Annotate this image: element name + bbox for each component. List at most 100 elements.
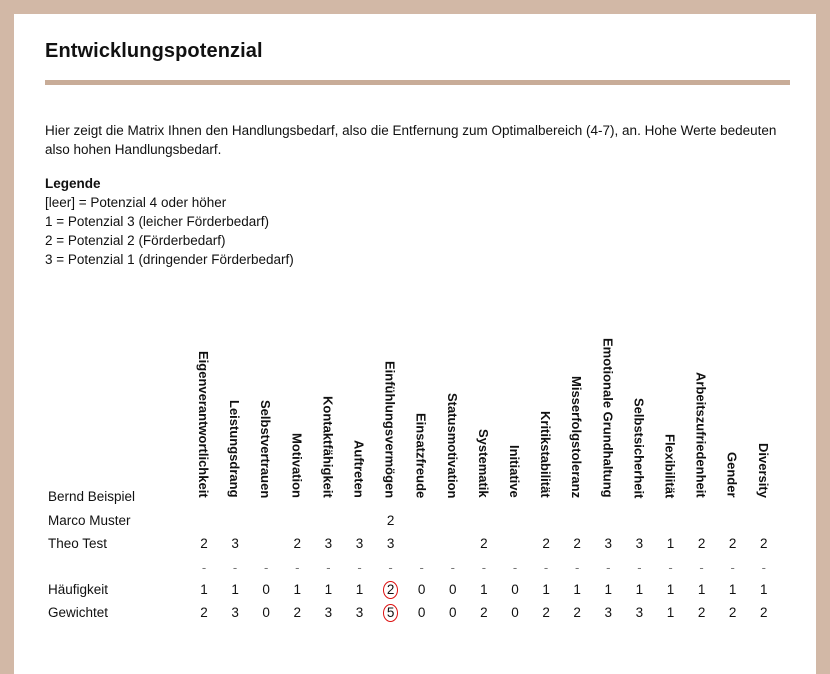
matrix-cell: 1 [200,582,208,597]
matrix-cell: 2 [293,536,302,551]
matrix-cell: 3 [355,536,364,551]
matrix-cell: 5 [386,605,395,620]
matrix-cell: 1 [635,582,644,597]
column-header: Einfühlungsvermögen [382,360,398,498]
matrix-cell: 1 [760,582,768,597]
title-divider [45,80,790,85]
matrix-cell: 3 [604,536,613,551]
matrix-cell: 2 [200,605,208,620]
column-header: Kontaktfähigkeit [320,396,336,498]
matrix-cell: 1 [666,582,675,597]
matrix-cell: 0 [511,605,519,620]
matrix-cell: 2 [386,582,395,597]
row-label: Häufigkeit [48,582,109,597]
separator-dash: - [637,560,642,575]
separator-dash: - [575,560,580,575]
matrix-cell: 0 [511,582,519,597]
separator-dash: - [295,560,300,575]
column-header: Arbeitszufriedenheit [693,372,709,498]
column-header: Eigenverantwortlichkeit [196,351,211,498]
separator-dash: - [264,560,269,575]
matrix-cell: 2 [573,536,581,551]
column-header: Motivation [289,433,305,498]
matrix-cell: 2 [200,536,208,551]
legend-line: 1 = Potenzial 3 (leicher Förderbedarf) [45,214,269,229]
column-header: Statusmotivation [444,392,460,498]
separator-dash: - [450,560,455,575]
separator-dash: - [512,560,518,575]
matrix-cell: 0 [417,582,426,597]
intro-text: Hier zeigt die Matrix Ihnen den Handlung… [45,123,777,157]
column-header: Systematik [475,429,491,498]
separator-dash: - [201,560,207,575]
matrix-cell: 3 [324,605,333,620]
separator-dash: - [543,560,549,575]
legend-heading: Legende [45,176,101,191]
matrix-cell: 3 [635,536,644,551]
column-header: Initiative [507,445,522,498]
separator-dash: - [232,560,238,575]
legend: Legende [leer] = Potenzial 4 oder höher … [45,174,294,269]
row-label: Bernd Beispiel [48,489,136,504]
column-header: Emotionale Grundhaltung [600,338,616,498]
matrix-cell: 2 [542,536,550,551]
column-header: Gender [724,452,740,498]
matrix-cell: 3 [231,605,239,620]
separator-dash: - [419,560,424,575]
matrix-cell: 1 [697,582,706,597]
row-label: Theo Test [48,536,108,551]
column-header: Selbstvertrauen [258,399,274,498]
matrix-cell: 1 [293,582,302,597]
matrix-cell: 2 [480,536,488,551]
matrix-cell: 2 [760,536,768,551]
matrix-cell: 2 [480,605,488,620]
row-label: Gewichtet [48,605,109,620]
matrix-cell: 3 [635,605,644,620]
column-header: Flexibilität [662,433,678,498]
matrix-cell: 3 [324,536,333,551]
matrix-cell: 1 [666,536,675,551]
matrix-cell: 1 [666,605,675,620]
separator-dash: - [761,560,766,575]
legend-line: [leer] = Potenzial 4 oder höher [45,195,227,210]
matrix-cell: 0 [262,582,270,597]
matrix-cell: 2 [728,536,737,551]
matrix-cell: 0 [449,605,457,620]
matrix-cell: 3 [355,605,364,620]
matrix-cell: 2 [573,605,581,620]
matrix-cell: 1 [728,582,737,597]
column-header: Einsatzfreude [413,412,429,498]
matrix-cell: 0 [262,605,270,620]
column-header: Misserfolgstoleranz [569,375,585,498]
column-header: Selbstsicherheit [631,397,647,498]
separator-dash: - [730,560,735,575]
matrix-cell: 0 [417,605,426,620]
matrix-cell: 2 [697,536,706,551]
column-header: Auftreten [351,440,367,498]
matrix-cell: 3 [386,536,395,551]
legend-line: 2 = Potenzial 2 (Förderbedarf) [45,233,226,248]
separator-dash: - [326,560,331,575]
legend-line: 3 = Potenzial 1 (dringender Förderbedarf… [45,252,294,267]
matrix-cell: 0 [449,582,457,597]
separator-dash: - [388,560,393,575]
separator-dash: - [606,560,611,575]
matrix-cell: 1 [231,582,239,597]
page-title: Entwicklungspotenzial [45,40,263,62]
column-header: Diversity [755,443,771,498]
matrix-cell: 2 [728,605,737,620]
report-page: Entwicklungspotenzial Hier zeigt die Mat… [14,14,816,674]
matrix-cell: 2 [386,513,395,528]
matrix-cell: 1 [604,582,613,597]
matrix-cell: 2 [697,605,706,620]
matrix-cell: 2 [542,605,550,620]
matrix-cell: 3 [604,605,613,620]
matrix-cell: 1 [573,582,581,597]
matrix-cell: 1 [324,582,333,597]
matrix-cell: 1 [480,582,488,597]
separator-dash: - [699,560,704,575]
matrix-cell: 2 [760,605,768,620]
separator-dash: - [481,560,487,575]
column-header: Kritikstabilität [538,411,554,498]
row-label: Marco Muster [48,513,131,528]
